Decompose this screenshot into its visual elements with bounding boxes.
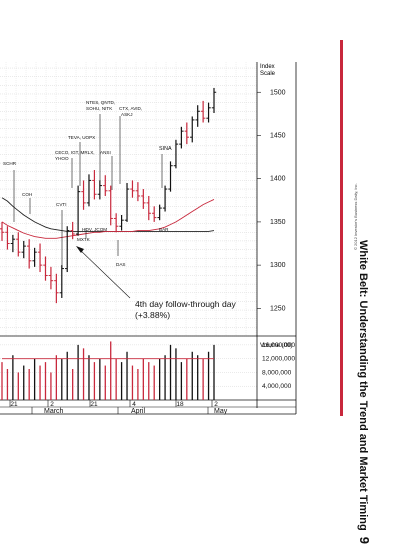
- day-label: 21: [10, 401, 18, 408]
- volume-bars: [1, 341, 215, 400]
- annotation-sohu: SOHU, NITK: [86, 106, 113, 111]
- moving-average-red: [1, 199, 215, 239]
- candle: [103, 175, 108, 196]
- candle: [146, 195, 151, 221]
- candle: [92, 170, 97, 200]
- candle: [200, 100, 206, 123]
- volume-grid: [0, 344, 257, 387]
- candle: [48, 266, 54, 290]
- volume-axis-label: Volume (00): [260, 343, 292, 349]
- price-tick-labels: 1250 1300 1350 1400 1450 1500: [257, 89, 286, 312]
- month-label: March: [44, 408, 64, 415]
- annotation-hov: HOV, JCOM: [82, 227, 107, 232]
- annotation-askj: ASKJ: [121, 112, 133, 117]
- annotation-ntes: NTES, QNTD,: [86, 100, 115, 105]
- annotation-schr: SCHR: [3, 161, 17, 166]
- side-title: White Belt: Understanding the Trend and …: [357, 240, 372, 544]
- candle: [59, 265, 64, 298]
- index-scale-label-1: Index: [260, 64, 275, 70]
- page-number: 9: [357, 536, 372, 544]
- day-label: 2: [214, 401, 218, 408]
- annotation-das: DAS: [116, 262, 125, 267]
- day-label: 4: [132, 401, 136, 408]
- candle: [141, 189, 146, 209]
- candle: [119, 214, 124, 231]
- day-label: 2: [50, 401, 54, 408]
- candle: [206, 102, 211, 123]
- callout-line-1: 4th day follow-through day: [135, 299, 237, 309]
- annotation-sina: SINA: [159, 146, 172, 152]
- volume-tick-label: 16,000,000: [262, 342, 295, 349]
- annotation-ctx: CTX, AVID,: [119, 106, 142, 111]
- candle: [195, 105, 200, 127]
- candle: [26, 239, 32, 269]
- candle: [81, 180, 86, 210]
- candle: [130, 180, 135, 198]
- volume-tick-label: 4,000,000: [262, 383, 292, 390]
- candle: [152, 206, 157, 222]
- candle: [184, 122, 190, 145]
- day-labels: 21 2 21 4 18 2: [9, 400, 218, 408]
- accent-rule: [340, 40, 343, 416]
- price-tick-label: 1250: [270, 305, 286, 312]
- candle: [173, 139, 179, 169]
- candle: [124, 183, 130, 222]
- annotation-labels: SCHR COH CVTI CECO, IGT, MRLX, YHOO TEVA…: [3, 100, 172, 267]
- candle: [113, 213, 119, 233]
- month-label: April: [131, 408, 145, 415]
- candle: [32, 247, 37, 267]
- candle: [135, 182, 141, 202]
- candle: [54, 273, 59, 304]
- candle: [43, 256, 48, 281]
- price-tick-label: 1450: [270, 132, 286, 139]
- annotation-arrows: [13, 114, 163, 299]
- annotation-ansi: ANSI: [100, 150, 111, 155]
- annotation-bar: BAR: [159, 227, 169, 232]
- candle: [16, 232, 21, 257]
- candle: [86, 174, 92, 207]
- candles: [0, 87, 217, 304]
- annotation-ceco: CECO, IGT, MRLX,: [55, 150, 95, 155]
- candle: [108, 185, 113, 226]
- index-scale-label-2: Scale: [260, 71, 276, 77]
- stock-chart: 1250 1300 1350 1400 1450 1500 Index Scale Vol…: [0, 62, 297, 415]
- candle: [75, 185, 81, 236]
- day-label: 21: [90, 401, 98, 408]
- price-tick-label: 1350: [270, 219, 286, 226]
- price-tick-label: 1400: [270, 176, 286, 183]
- day-label: 18: [176, 401, 184, 408]
- annotation-cvti: CVTI: [56, 202, 66, 207]
- callout-line-2: (+3.88%): [135, 310, 170, 320]
- moving-average-black: [1, 197, 215, 232]
- callout-arrowhead: [76, 246, 84, 253]
- annotation-mxtk: MXTK: [77, 237, 91, 242]
- volume-tick-labels: 16,000,000 12,000,000 8,000,000 4,000,000: [262, 342, 295, 390]
- annotation-yhoo: YHOO: [55, 156, 69, 161]
- candle: [65, 226, 70, 273]
- month-labels: March April May: [0, 406, 296, 415]
- price-tick-label: 1300: [270, 262, 286, 269]
- month-label: May: [214, 408, 228, 415]
- candle: [70, 221, 75, 240]
- candle: [179, 126, 184, 149]
- candle: [157, 204, 162, 221]
- candle: [162, 185, 168, 212]
- candle: [10, 234, 16, 253]
- volume-tick-label: 8,000,000: [262, 369, 292, 376]
- price-grid: [0, 62, 257, 337]
- candle: [0, 221, 5, 241]
- candle: [190, 116, 195, 143]
- annotation-teva: TEVA, UOPX: [68, 135, 95, 140]
- candle: [211, 87, 217, 113]
- annotation-coh: COH: [22, 192, 32, 197]
- candle: [168, 161, 173, 192]
- volume-tick-label: 12,000,000: [262, 356, 295, 363]
- price-tick-label: 1500: [270, 89, 286, 96]
- candle: [5, 226, 10, 250]
- side-title-text: White Belt: Understanding the Trend and …: [357, 240, 369, 531]
- candle: [21, 240, 26, 259]
- candle: [37, 243, 43, 273]
